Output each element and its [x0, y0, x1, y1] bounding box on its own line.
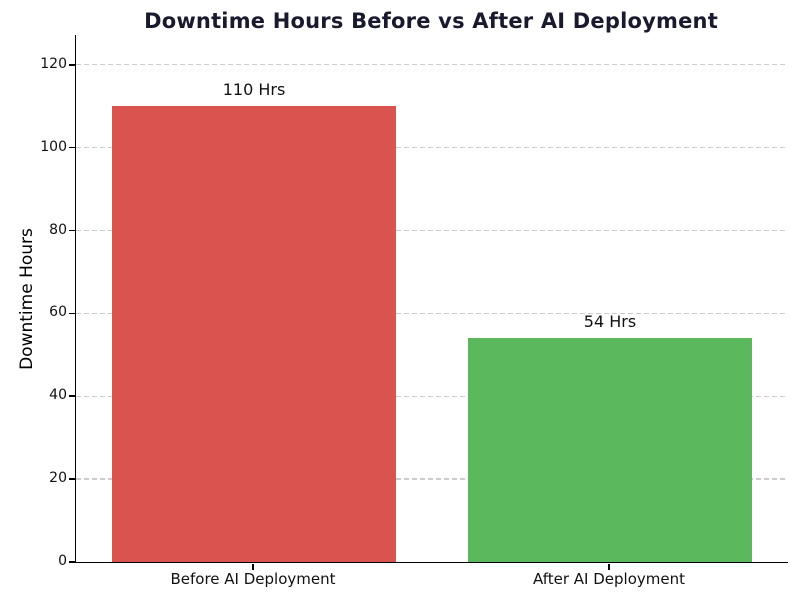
chart-title: Downtime Hours Before vs After AI Deploy… [144, 9, 718, 33]
y-tick-label: 100 [40, 138, 67, 155]
x-tick-mark [252, 563, 254, 570]
gridline [76, 478, 788, 480]
y-tick-mark [69, 478, 75, 480]
y-tick-mark [69, 561, 75, 563]
plot-area: 110 Hrs 54 Hrs [75, 35, 788, 563]
y-tick-mark [69, 64, 75, 66]
y-tick-mark [69, 312, 75, 315]
gridline [76, 64, 788, 66]
y-axis-label: Downtime Hours [17, 228, 37, 370]
bar-value-label: 110 Hrs [222, 80, 286, 100]
x-tick-mark [608, 563, 610, 570]
y-tick-mark [69, 229, 75, 232]
x-tick-label: Before AI Deployment [170, 570, 336, 588]
y-tick-label: 120 [40, 55, 67, 72]
y-tick-label: 80 [49, 221, 67, 238]
y-tick-mark [69, 146, 75, 149]
gridline [76, 229, 788, 232]
bar [111, 106, 397, 562]
y-tick-label: 40 [49, 387, 67, 404]
y-tick-label: 60 [49, 304, 67, 321]
gridline [76, 395, 788, 397]
y-tick-mark [69, 395, 75, 398]
y-tick-label: 0 [58, 553, 67, 569]
y-tick-label: 20 [49, 470, 67, 487]
x-tick-label: After AI Deployment [533, 570, 685, 588]
gridline [76, 312, 788, 315]
gridline [76, 147, 788, 149]
bar-value-label: 54 Hrs [583, 312, 637, 332]
bar [467, 338, 753, 562]
